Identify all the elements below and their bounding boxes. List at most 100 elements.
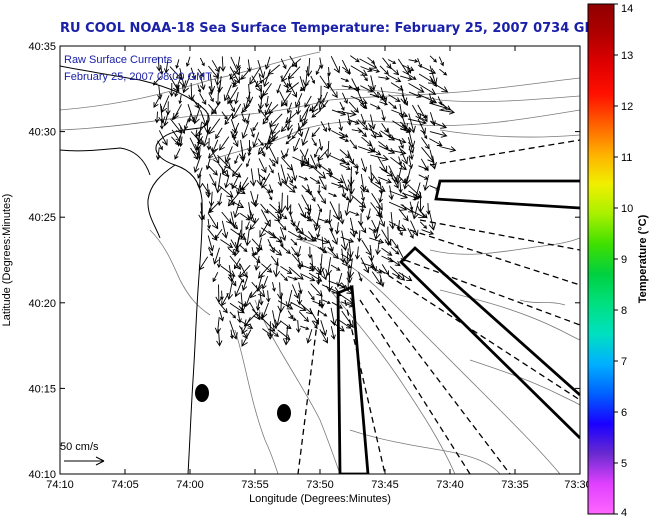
dashed-line (359, 299, 471, 474)
range-box (399, 246, 580, 439)
y-tick-label: 40:35 (28, 41, 56, 53)
current-vector (240, 146, 246, 163)
current-vector (228, 273, 237, 287)
x-tick-label: 73:50 (306, 479, 334, 491)
contour-line (519, 299, 566, 306)
current-vector (298, 175, 309, 181)
current-vector (174, 148, 181, 160)
current-vector (285, 138, 293, 145)
current-vector (262, 185, 271, 194)
current-vector (319, 329, 328, 344)
current-vector (280, 92, 292, 107)
contour-line (349, 429, 501, 474)
y-tick-label: 40:20 (28, 298, 56, 310)
current-vector (175, 59, 180, 69)
map-layers: Raw Surface Currents February 25, 2007 0… (60, 51, 580, 474)
current-vector (398, 208, 409, 222)
current-vector (261, 263, 273, 273)
current-vector (257, 59, 266, 79)
colorbar-tick-label: 6 (621, 407, 627, 419)
current-vector (208, 104, 217, 115)
current-vector (307, 291, 315, 301)
current-vector (410, 220, 419, 237)
current-vector (360, 201, 365, 213)
current-vector (160, 95, 170, 113)
current-vector (255, 299, 261, 311)
current-vector (300, 325, 310, 331)
current-vector (346, 239, 354, 259)
current-vector (339, 211, 345, 225)
current-vector (378, 176, 392, 184)
current-vector (278, 212, 288, 220)
current-vector (249, 218, 260, 231)
current-vector (262, 83, 272, 97)
current-vector (298, 203, 307, 219)
current-vector (417, 118, 426, 135)
current-vector (241, 275, 249, 292)
current-vector (286, 102, 293, 114)
current-vector (282, 181, 296, 193)
current-vector (300, 264, 316, 272)
current-vector (219, 309, 224, 322)
current-vector (347, 166, 355, 187)
current-vector (257, 102, 262, 114)
current-vector (272, 282, 276, 292)
current-vector (285, 289, 293, 309)
current-vector (289, 213, 296, 228)
current-vector (264, 95, 270, 108)
current-vector (387, 256, 401, 267)
current-vector (377, 212, 385, 228)
current-vector (395, 165, 403, 185)
contour-line (439, 129, 580, 138)
current-vector (379, 101, 389, 106)
current-vector (391, 175, 399, 189)
current-vector (231, 103, 242, 120)
current-vector (284, 148, 289, 158)
current-vector (418, 165, 429, 171)
current-vector (233, 258, 241, 270)
colorbar-tick-label: 12 (621, 101, 633, 113)
current-vector (339, 101, 345, 111)
y-axis-label: Latitude (Degrees:Minutes) (1, 194, 13, 327)
current-vector (423, 174, 430, 192)
current-vector (438, 56, 444, 67)
current-vector (229, 66, 242, 80)
current-vector (330, 264, 341, 271)
colorbar-tick-label: 14 (621, 3, 633, 15)
dashed-line (429, 139, 580, 166)
contour-line (429, 237, 580, 255)
current-vector (413, 182, 421, 201)
current-vector (163, 59, 170, 74)
current-vector (254, 255, 260, 271)
current-vector (280, 273, 288, 282)
current-vector (340, 230, 349, 252)
current-vector (388, 101, 397, 110)
colorbar-tick-label: 7 (621, 356, 627, 368)
current-vector (328, 280, 347, 289)
current-vector (260, 227, 277, 239)
current-vector (397, 174, 407, 184)
current-vector (268, 244, 283, 256)
current-vector (348, 86, 361, 92)
current-vector (357, 230, 362, 243)
current-vector (232, 76, 243, 88)
current-vector (254, 74, 270, 88)
current-vector (276, 84, 281, 94)
current-vector (234, 91, 239, 105)
current-vector (284, 195, 291, 212)
current-vector (215, 92, 221, 106)
colorbar-fill (587, 3, 615, 515)
current-vector (339, 320, 352, 329)
current-vector (429, 138, 443, 146)
current-vector (327, 122, 332, 132)
current-vector (407, 227, 414, 239)
current-vector (439, 146, 457, 153)
contour-line (254, 299, 341, 474)
coastline-path (60, 147, 151, 176)
current-vector (368, 128, 383, 138)
current-vector (379, 166, 394, 177)
current-vector (171, 112, 179, 121)
current-vector (389, 190, 409, 200)
current-vector (269, 184, 274, 194)
